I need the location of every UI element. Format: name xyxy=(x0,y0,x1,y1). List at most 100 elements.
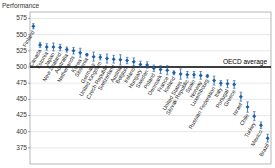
point xyxy=(199,73,203,77)
tick-label: 375 xyxy=(16,144,27,151)
point xyxy=(152,66,156,70)
error-cap xyxy=(92,52,95,53)
axis-label: Performance xyxy=(2,2,40,9)
error-cap xyxy=(226,79,229,80)
point xyxy=(132,60,136,64)
error-cap xyxy=(159,73,162,74)
point xyxy=(31,24,35,28)
error-cap xyxy=(112,55,115,56)
error-cap xyxy=(213,85,216,86)
point xyxy=(165,68,169,72)
tick-label: 425 xyxy=(16,111,27,118)
tick-label: 400 xyxy=(16,128,27,135)
point xyxy=(266,136,270,140)
error-cap xyxy=(179,79,182,80)
point xyxy=(38,43,42,47)
error-cap xyxy=(39,47,42,48)
error-cap xyxy=(79,57,82,58)
error-cap xyxy=(166,65,169,66)
point xyxy=(212,79,216,83)
error-cap xyxy=(126,57,129,58)
error-cap xyxy=(39,42,42,43)
error-cap xyxy=(132,65,135,66)
grid-line xyxy=(30,34,271,35)
error-cap xyxy=(139,67,142,68)
error-cap xyxy=(146,68,149,69)
error-cap xyxy=(199,79,202,80)
error-cap xyxy=(106,54,109,55)
annotation: OECD average xyxy=(223,58,267,66)
error-cap xyxy=(233,88,236,89)
error-cap xyxy=(132,57,135,58)
point xyxy=(232,82,236,86)
error-cap xyxy=(266,134,269,135)
grid-line xyxy=(30,131,271,132)
error-cap xyxy=(253,111,256,112)
error-cap xyxy=(119,54,122,55)
grid-line xyxy=(30,18,271,19)
tick-label: 475 xyxy=(16,79,27,86)
category-label: Israel xyxy=(231,102,243,117)
point xyxy=(219,81,223,85)
point xyxy=(205,74,209,78)
error-cap xyxy=(186,77,189,78)
error-cap xyxy=(260,121,263,122)
point xyxy=(65,48,69,52)
error-cap xyxy=(159,65,162,66)
point xyxy=(259,123,263,127)
error-cap xyxy=(233,80,236,81)
point xyxy=(98,55,102,59)
tick-label: 500 xyxy=(16,63,27,70)
point xyxy=(45,45,49,49)
error-cap xyxy=(219,85,222,86)
error-cap xyxy=(119,65,122,66)
error-cap xyxy=(240,101,243,102)
point xyxy=(225,82,229,86)
error-cap xyxy=(240,92,243,93)
error-cap xyxy=(186,71,189,72)
error-cap xyxy=(79,48,82,49)
category-label: Finland xyxy=(21,29,35,48)
category-label: Chile xyxy=(238,113,249,127)
error-cap xyxy=(99,54,102,55)
error-cap xyxy=(153,71,156,72)
error-cap xyxy=(59,44,62,45)
error-cap xyxy=(72,47,75,48)
point xyxy=(185,73,189,77)
error-cap xyxy=(32,23,35,24)
error-cap xyxy=(213,76,216,77)
error-cap xyxy=(266,142,269,143)
category-label: Brazil xyxy=(258,143,270,158)
error-cap xyxy=(52,43,55,44)
error-cap xyxy=(126,63,129,64)
point xyxy=(179,72,183,76)
point xyxy=(246,105,250,109)
point xyxy=(192,73,196,77)
point xyxy=(78,51,82,55)
point xyxy=(105,57,109,61)
point xyxy=(252,114,256,118)
point xyxy=(145,63,149,67)
tick-label: 450 xyxy=(16,95,27,102)
error-cap xyxy=(253,120,256,121)
error-cap xyxy=(59,50,62,51)
category-label: Russian Federation xyxy=(187,86,216,130)
chart: 375400425450475500525550575PerformanceOE… xyxy=(0,0,275,168)
error-cap xyxy=(226,87,229,88)
error-cap xyxy=(66,52,69,53)
error-cap xyxy=(260,128,263,129)
error-cap xyxy=(193,77,196,78)
error-cap xyxy=(45,43,48,44)
category-label: Mexico xyxy=(249,129,263,147)
point xyxy=(92,55,96,59)
category-label: Greece xyxy=(222,89,236,108)
error-cap xyxy=(199,71,202,72)
error-cap xyxy=(166,74,169,75)
point xyxy=(172,71,176,75)
error-cap xyxy=(92,61,95,62)
grid-line xyxy=(30,147,271,148)
error-cap xyxy=(106,63,109,64)
grid-line xyxy=(30,99,271,100)
error-cap xyxy=(139,61,142,62)
point xyxy=(239,95,243,99)
